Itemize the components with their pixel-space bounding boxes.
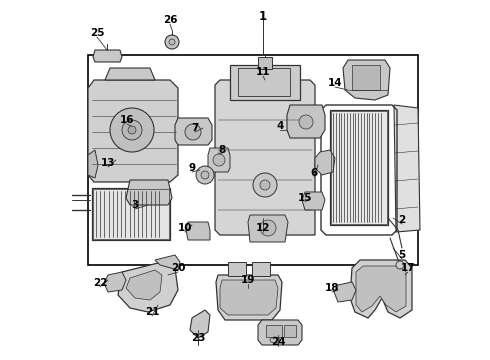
Polygon shape [105, 68, 155, 80]
Polygon shape [104, 272, 126, 292]
Polygon shape [175, 118, 212, 145]
Polygon shape [220, 280, 278, 315]
Bar [352, 65, 380, 90]
Text: 24: 24 [270, 337, 285, 347]
Polygon shape [88, 150, 98, 178]
Ellipse shape [213, 154, 225, 166]
Ellipse shape [110, 108, 154, 152]
Polygon shape [248, 215, 288, 242]
Polygon shape [350, 260, 412, 318]
Text: 9: 9 [189, 163, 196, 173]
Polygon shape [287, 105, 325, 138]
Bar [331, 111, 387, 224]
Bar [238, 68, 290, 96]
Text: 1: 1 [259, 9, 267, 22]
Text: 16: 16 [120, 115, 134, 125]
Polygon shape [343, 60, 390, 100]
Text: 22: 22 [93, 278, 107, 288]
Ellipse shape [165, 35, 179, 49]
Text: 15: 15 [298, 193, 312, 203]
Polygon shape [88, 80, 178, 182]
Text: 8: 8 [219, 145, 225, 155]
Polygon shape [93, 50, 122, 62]
Text: 19: 19 [241, 275, 255, 285]
Ellipse shape [169, 39, 175, 45]
Text: 12: 12 [256, 223, 270, 233]
Polygon shape [126, 270, 162, 300]
Polygon shape [215, 80, 315, 235]
Bar [228, 262, 246, 276]
Polygon shape [334, 282, 356, 302]
Text: 17: 17 [401, 263, 416, 273]
Ellipse shape [299, 115, 313, 129]
Text: 25: 25 [90, 28, 104, 38]
Text: 23: 23 [191, 333, 205, 343]
Ellipse shape [122, 120, 142, 140]
Text: 2: 2 [398, 215, 406, 225]
Polygon shape [186, 222, 210, 240]
Polygon shape [208, 148, 230, 172]
Polygon shape [190, 310, 210, 338]
Text: 7: 7 [191, 123, 198, 133]
Text: 11: 11 [256, 67, 270, 77]
Polygon shape [394, 105, 420, 232]
Text: 20: 20 [171, 263, 185, 273]
Text: 5: 5 [398, 250, 406, 260]
Polygon shape [315, 150, 335, 175]
Polygon shape [118, 262, 178, 312]
Text: 21: 21 [145, 307, 159, 317]
Text: 6: 6 [310, 168, 318, 178]
Ellipse shape [201, 171, 209, 179]
Ellipse shape [128, 126, 136, 134]
Polygon shape [356, 266, 406, 312]
Ellipse shape [253, 173, 277, 197]
Text: 13: 13 [101, 158, 115, 168]
Bar [93, 189, 169, 239]
Ellipse shape [270, 337, 280, 343]
Text: 3: 3 [131, 200, 139, 210]
Bar [330, 110, 388, 225]
Bar [88, 55, 418, 265]
Text: 18: 18 [325, 283, 339, 293]
Bar [92, 188, 170, 240]
Text: 4: 4 [276, 121, 284, 131]
Ellipse shape [260, 220, 276, 236]
Ellipse shape [260, 180, 270, 190]
Ellipse shape [196, 166, 214, 184]
Polygon shape [126, 180, 172, 205]
Polygon shape [302, 192, 325, 210]
Polygon shape [258, 320, 302, 345]
Ellipse shape [396, 261, 404, 269]
Bar [230, 65, 300, 100]
Bar [252, 262, 270, 276]
Polygon shape [155, 255, 180, 270]
Polygon shape [216, 275, 282, 320]
Bar [266, 325, 282, 337]
Text: 14: 14 [328, 78, 343, 88]
Bar [284, 325, 296, 337]
Text: 10: 10 [178, 223, 192, 233]
Text: 26: 26 [163, 15, 177, 25]
Bar [258, 57, 272, 69]
Ellipse shape [185, 124, 201, 140]
